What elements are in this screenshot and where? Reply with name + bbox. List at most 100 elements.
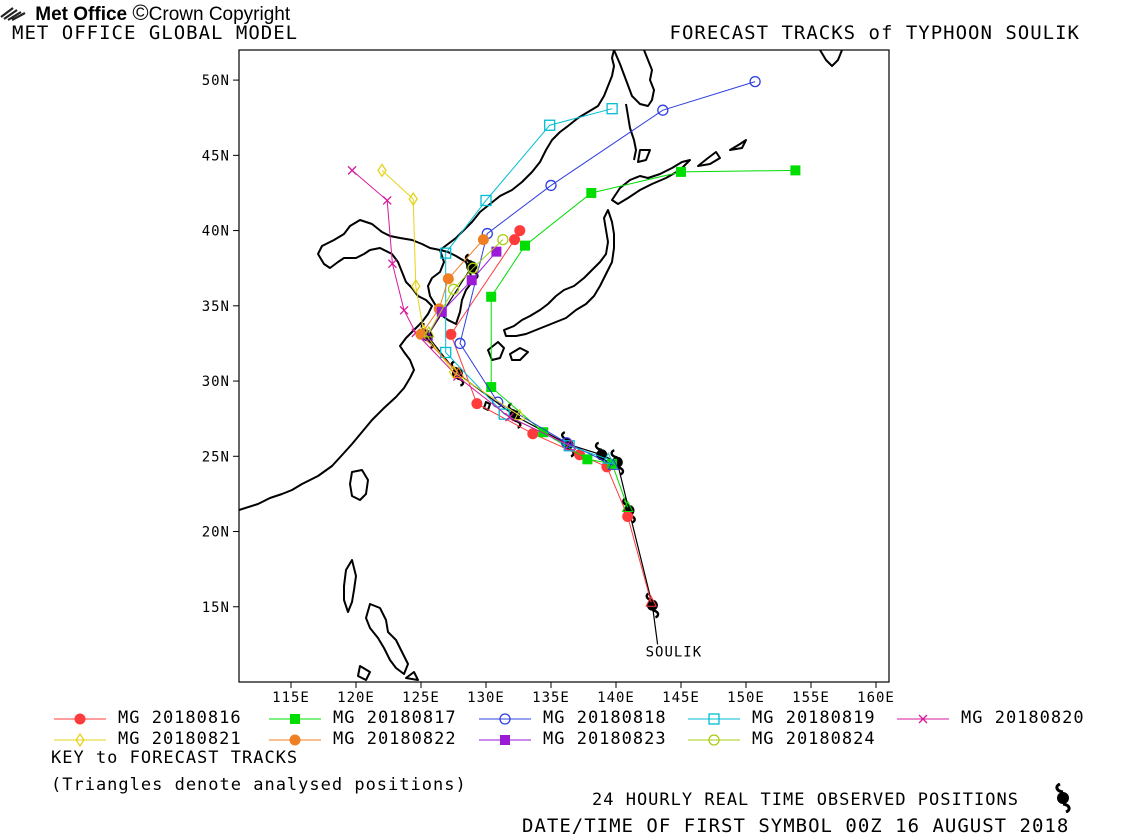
- forecast-track-line: [490, 169, 796, 508]
- forecast-point: [545, 179, 557, 192]
- forecast-point: [497, 233, 509, 246]
- observed-positions-label: 24 HOURLY REAL TIME OBSERVED POSITIONS: [592, 790, 1019, 810]
- longitude-tick-label: 120E: [337, 690, 375, 706]
- longitude-tick-label: 160E: [857, 690, 895, 706]
- legend-label: MG 20180822: [333, 729, 457, 749]
- legend-marker: [708, 713, 720, 725]
- coastline-segment: [343, 559, 357, 613]
- latitude-tick-label: 40N: [202, 224, 230, 240]
- forecast-point: [622, 510, 634, 522]
- observed-track: [420, 253, 660, 645]
- forecast-track-line: [450, 230, 652, 603]
- coastline-segment: [405, 671, 419, 681]
- forecast-track: [486, 165, 801, 512]
- legend-marker: [289, 734, 301, 746]
- analysed-position-triangle: [602, 452, 615, 464]
- longitude-axis: 115E 120E 125E 130E 135E 140E 145E 150E 155E 160E: [272, 682, 895, 706]
- forecast-point: [477, 234, 489, 246]
- forecast-point: [408, 191, 418, 207]
- forecast-point: [606, 103, 618, 115]
- longitude-tick-label: 150E: [727, 690, 765, 706]
- forecast-track-line: [351, 170, 571, 447]
- analysed-position-triangle: [607, 458, 620, 470]
- longitude-tick-label: 140E: [597, 690, 635, 706]
- analysed-position-triangle: [513, 408, 526, 421]
- legend-label: MG 20180816: [118, 708, 242, 728]
- legend-marker-icon: [479, 713, 531, 725]
- forecast-point: [440, 247, 452, 259]
- forecast-point: [377, 163, 387, 178]
- brand-name: Met Office: [35, 4, 128, 25]
- legend-marker-icon: [269, 734, 321, 746]
- latitude-tick-label: 30N: [202, 374, 230, 390]
- key-title: KEY to FORECAST TRACKS: [51, 748, 299, 768]
- legend-label: MG 20180824: [752, 729, 876, 749]
- coastlines: [238, 49, 843, 681]
- forecast-point: [454, 337, 466, 350]
- coastline-segment: [357, 665, 371, 681]
- longitude-tick-label: 155E: [792, 690, 830, 706]
- latitude-tick-label: 45N: [202, 148, 230, 164]
- forecast-track-line: [459, 81, 756, 466]
- forecast-point: [486, 382, 497, 393]
- forecast-point: [387, 259, 397, 269]
- chart-title-left: MET OFFICE GLOBAL MODEL: [12, 22, 299, 44]
- forecast-point: [538, 427, 549, 438]
- legend-label: MG 20180818: [543, 708, 667, 728]
- copyright-text: Crown Copyright: [148, 4, 291, 25]
- copyright-symbol: ©: [132, 0, 149, 25]
- latitude-tick-label: 50N: [202, 73, 230, 89]
- legend-label: MG 20180821: [118, 729, 242, 749]
- forecast-point: [607, 458, 618, 469]
- longitude-tick-label: 130E: [467, 690, 505, 706]
- longitude-tick-label: 145E: [662, 690, 700, 706]
- forecast-point: [527, 428, 539, 440]
- coastline-segment: [697, 151, 721, 167]
- legend-marker: [918, 714, 928, 724]
- coastline-segment: [427, 249, 473, 325]
- forecast-track-line: [381, 170, 521, 417]
- forecast-point: [452, 372, 462, 381]
- forecast-point: [790, 165, 801, 176]
- key-note: (Triangles denote analysed positions): [51, 775, 467, 795]
- forecast-point: [582, 454, 593, 465]
- legend-marker: [290, 714, 300, 724]
- analysed-position-triangle: [621, 500, 634, 512]
- forecast-point: [749, 75, 761, 88]
- forecast-point: [544, 119, 556, 131]
- storm-label: SOULIK: [646, 644, 703, 660]
- latitude-tick-label: 20N: [202, 525, 230, 541]
- legend-marker-icon: [479, 735, 531, 745]
- latitude-tick-label: 25N: [202, 449, 230, 465]
- forecast-track-line: [420, 239, 484, 374]
- longitude-tick-label: 135E: [532, 690, 570, 706]
- first-symbol-date-label: DATE/TIME OF FIRST SYMBOL 00Z 16 AUGUST …: [522, 815, 1070, 837]
- forecast-point: [491, 246, 502, 257]
- forecast-point: [563, 440, 575, 452]
- latitude-tick-label: 15N: [202, 600, 230, 616]
- legend-marker: [499, 713, 511, 725]
- plot-border: [238, 49, 890, 683]
- longitude-tick-label: 125E: [402, 690, 440, 706]
- met-office-logo-icon: [0, 5, 30, 21]
- forecast-track: [445, 225, 657, 607]
- forecast-point: [520, 240, 530, 251]
- legend-marker-icon: [897, 714, 949, 724]
- latitude-tick-label: 35N: [202, 299, 230, 315]
- typhoon-symbol-icon: [645, 592, 660, 619]
- legend-marker: [74, 713, 86, 725]
- forecast-point: [399, 305, 409, 315]
- observed-track-line: [426, 266, 659, 645]
- analysed-position-triangle: [422, 325, 435, 338]
- coastline-segment: [509, 347, 529, 361]
- legend-marker: [708, 734, 720, 746]
- legend-label: MG 20180817: [333, 708, 457, 728]
- coastline-segment: [729, 139, 747, 151]
- coastline-segment: [238, 49, 615, 511]
- coastline-segment: [637, 149, 651, 163]
- forecast-point: [514, 225, 526, 237]
- coastline-segment: [611, 159, 691, 205]
- forecast-tracks: [347, 75, 801, 607]
- forecast-point: [504, 412, 514, 422]
- legend-label: MG 20180820: [961, 708, 1085, 728]
